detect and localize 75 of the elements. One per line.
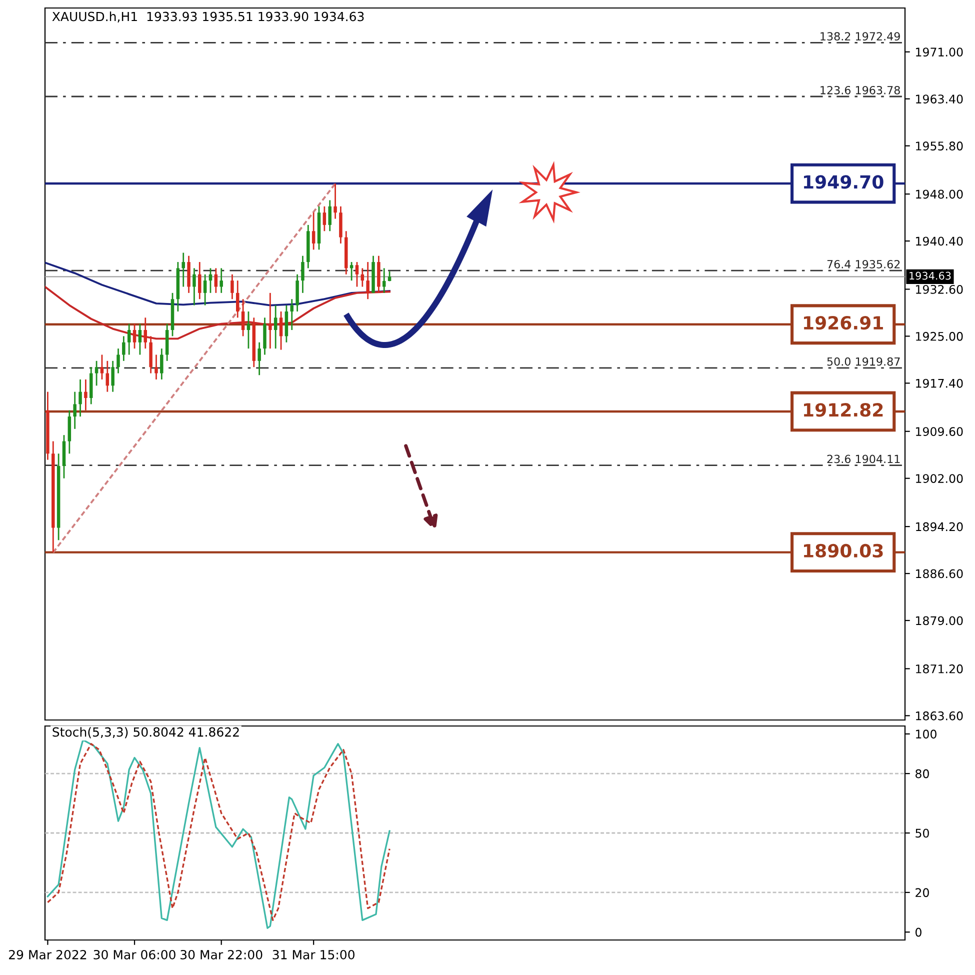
candlestick [111,360,114,393]
candlestick [334,182,337,220]
y-tick-label: 80 [916,769,929,778]
y-tick-label: 1902.00 [916,474,963,483]
line-series [45,262,391,306]
ref-line-label: 1949.70 [804,175,884,189]
y-tick-label: 1879.00 [916,616,963,626]
candlestick [73,391,76,430]
y-tick-label: 20 [916,888,929,898]
candlestick [246,310,250,350]
candlestick [144,316,148,350]
x-tick-label: 30 Mar 06:00 [94,950,176,960]
chart-title: XAUUSD.h,H1 1933.93 1935.51 1933.90 1934.63 [52,12,364,23]
candlestick [241,298,245,337]
candlestick [268,292,272,350]
ref-line-label: 1926.91 [804,316,883,330]
candlestick [154,354,158,380]
ref-line-label: 1912.82 [804,403,883,417]
y-tick-label: 1932.60 [916,284,963,294]
x-tick-label: 31 Mar 15:00 [272,950,354,960]
y-tick-label: 1917.40 [916,378,963,388]
ref-line-label: 138.2 1972.49 [820,32,900,41]
chart-title: Stoch(5,3,3) 50.8042 41.8622 [52,727,239,738]
y-tick-label: 1955.80 [916,142,963,150]
candlestick [84,378,88,412]
ref-line-label: 76.4 1935.62 [827,260,900,268]
candlestick [279,310,283,350]
candlestick [78,378,82,418]
candlestick [220,268,223,294]
candlestick [350,261,354,282]
candlestick [160,348,164,380]
y-tick-label: 1909.60 [916,427,963,436]
candlestick [236,280,240,318]
y-tick-label: 1940.40 [916,236,963,246]
x-tick-label: 30 Mar 22:00 [180,950,262,960]
candlestick [274,304,278,350]
x-tick-label: 29 Mar 2022 [9,950,86,960]
y-tick-label: 1963.40 [916,94,963,104]
y-tick-label: 1894.20 [916,522,963,532]
candlestick [366,261,370,300]
text: 1934.63 [910,272,951,280]
candlestick [360,268,364,288]
candlestick [100,354,104,380]
y-tick-label: 100 [916,730,936,739]
candlestick [116,348,120,374]
y-tick-label: 1886.60 [916,569,963,578]
y-tick-label: 1971.00 [916,48,963,57]
y-tick-label: 1863.60 [916,711,963,720]
ref-line-label: 50.0 1919.87 [827,357,900,366]
candlestick [258,342,261,376]
candlestick [138,323,142,356]
y-tick-label: 1948.00 [916,190,963,199]
candlestick [328,200,332,232]
y-tick-label: 50 [916,828,929,838]
candlestick [355,261,359,288]
candlestick [198,261,202,300]
candlestick [132,323,136,350]
candlestick [301,255,304,294]
candlestick [203,274,207,306]
candlestick [312,212,316,250]
candlestick [94,360,98,386]
candlestick [208,268,212,294]
candlestick [322,206,326,232]
y-tick-label: 1925.00 [916,332,963,341]
candlestick [122,335,126,362]
candlestick [230,274,234,300]
ref-line-label: 23.6 1904.11 [827,454,900,464]
candlestick [192,268,196,306]
candlestick [182,252,185,288]
ref-line-label: 123.6 1963.78 [820,86,900,94]
candlestick [290,298,294,331]
y-tick-label: 1871.20 [916,664,963,674]
candlestick [127,323,131,356]
ref-line-label: 1890.03 [804,544,883,558]
y-tick-label: 0 [916,928,922,937]
